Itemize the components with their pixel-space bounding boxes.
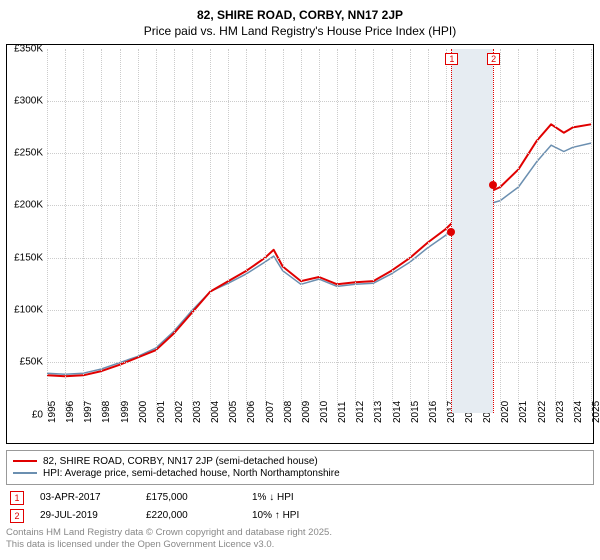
gridline-v (301, 49, 302, 413)
gridline-v (591, 49, 592, 413)
gridline-v (410, 49, 411, 413)
sale-row: 2 29-JUL-2019 £220,000 10% ↑ HPI (10, 509, 594, 523)
event-marker-label: 2 (487, 53, 500, 65)
gridline-v (246, 49, 247, 413)
gridline-v (518, 49, 519, 413)
y-axis-label: £0 (7, 409, 45, 420)
sale-price: £220,000 (146, 510, 236, 521)
gridline-h (47, 362, 589, 363)
legend: 82, SHIRE ROAD, CORBY, NN17 2JP (semi-de… (6, 450, 594, 485)
y-axis-label: £200K (7, 200, 45, 211)
gridline-h (47, 258, 589, 259)
gridline-v (210, 49, 211, 413)
legend-label: HPI: Average price, semi-detached house,… (43, 468, 340, 479)
gridline-h (47, 205, 589, 206)
y-axis-label: £100K (7, 305, 45, 316)
y-axis-label: £350K (7, 43, 45, 54)
legend-swatch (13, 460, 37, 462)
gridline-v (428, 49, 429, 413)
gridline-v (337, 49, 338, 413)
gridline-v (555, 49, 556, 413)
legend-item: 82, SHIRE ROAD, CORBY, NN17 2JP (semi-de… (13, 456, 587, 467)
gridline-v (83, 49, 84, 413)
sale-delta: 10% ↑ HPI (252, 510, 342, 521)
gridline-v (573, 49, 574, 413)
y-axis-label: £250K (7, 148, 45, 159)
sale-date: 03-APR-2017 (40, 492, 130, 503)
event-dot (447, 228, 455, 236)
footer-line: This data is licensed under the Open Gov… (6, 539, 594, 551)
gridline-v (138, 49, 139, 413)
sale-delta: 1% ↓ HPI (252, 492, 342, 503)
gridline-h (47, 153, 589, 154)
sale-events: 1 03-APR-2017 £175,000 1% ↓ HPI 2 29-JUL-2019… (6, 491, 594, 523)
page-subtitle: Price paid vs. HM Land Registry's House … (6, 24, 594, 38)
gridline-v (355, 49, 356, 413)
copyright-footer: Contains HM Land Registry data © Crown c… (6, 527, 594, 552)
gridline-h (47, 101, 589, 102)
gridline-v (47, 49, 48, 413)
gridline-v (120, 49, 121, 413)
y-axis-label: £150K (7, 252, 45, 263)
gridline-v (101, 49, 102, 413)
gridline-v (156, 49, 157, 413)
price-chart: £0£50K£100K£150K£200K£250K£300K£350K1995… (6, 44, 594, 444)
y-axis-label: £50K (7, 357, 45, 368)
gridline-v (228, 49, 229, 413)
highlight-band (451, 49, 493, 413)
gridline-v (283, 49, 284, 413)
gridline-v (65, 49, 66, 413)
event-dot (489, 181, 497, 189)
gridline-v (373, 49, 374, 413)
gridline-v (174, 49, 175, 413)
sale-price: £175,000 (146, 492, 236, 503)
footer-line: Contains HM Land Registry data © Crown c… (6, 527, 594, 539)
gridline-v (500, 49, 501, 413)
event-marker-label: 1 (445, 53, 458, 65)
legend-swatch (13, 472, 37, 474)
x-axis-label: 2025 (591, 400, 600, 422)
y-axis-label: £300K (7, 95, 45, 106)
gridline-v (192, 49, 193, 413)
legend-item: HPI: Average price, semi-detached house,… (13, 468, 587, 479)
gridline-v (392, 49, 393, 413)
gridline-h (47, 310, 589, 311)
page-title: 82, SHIRE ROAD, CORBY, NN17 2JP (6, 8, 594, 24)
sale-marker-box: 2 (10, 509, 24, 523)
sale-marker-box: 1 (10, 491, 24, 505)
plot-area (47, 49, 589, 413)
gridline-v (265, 49, 266, 413)
sale-date: 29-JUL-2019 (40, 510, 130, 521)
legend-label: 82, SHIRE ROAD, CORBY, NN17 2JP (semi-de… (43, 456, 318, 467)
gridline-v (319, 49, 320, 413)
sale-row: 1 03-APR-2017 £175,000 1% ↓ HPI (10, 491, 594, 505)
event-marker-line (493, 49, 494, 413)
gridline-v (537, 49, 538, 413)
